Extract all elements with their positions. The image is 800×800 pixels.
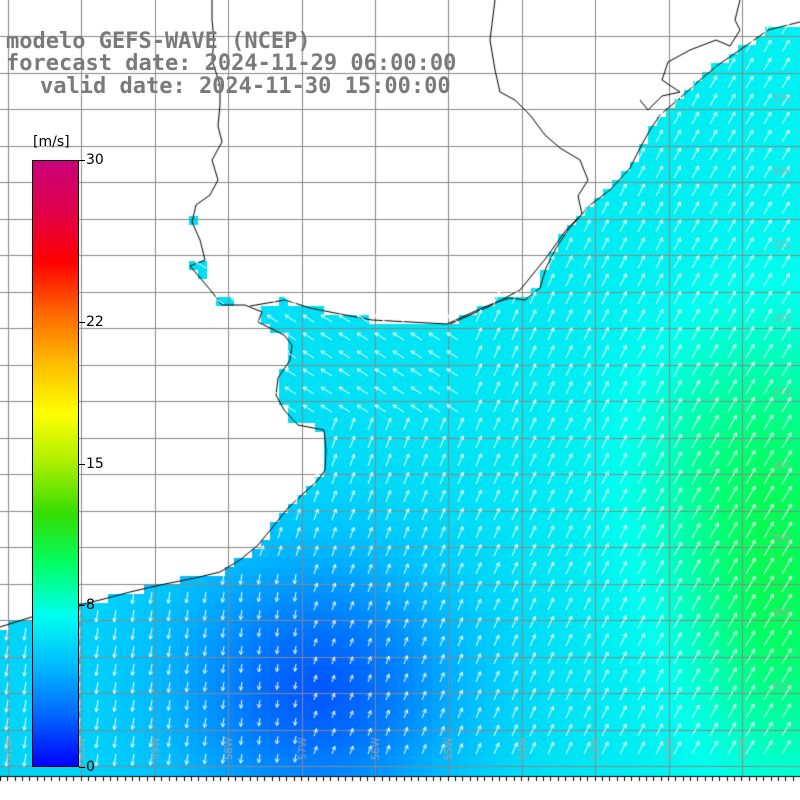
- colorbar-tick-label: 15: [86, 455, 104, 472]
- valid-date: valid date: 2024-11-30 15:00:00: [40, 74, 451, 99]
- colorbar-unit: [m/s]: [33, 134, 70, 150]
- colorbar-tick-label: 30: [86, 152, 104, 168]
- forecast-date: forecast date: 2024-11-29 06:00:00: [6, 51, 457, 76]
- colorbar-tick-label: 22: [86, 313, 104, 330]
- colorbar-tick-label: 0: [86, 759, 95, 775]
- colorbar-tick-label: 8: [86, 597, 95, 614]
- colorbar: [32, 160, 79, 767]
- colorbar-tick-mark: [79, 160, 85, 161]
- colorbar-tick-mark: [79, 605, 85, 607]
- colorbar-tick-mark: [79, 767, 85, 768]
- colorbar-tick-mark: [79, 321, 85, 323]
- colorbar-tick-mark: [79, 463, 85, 465]
- model-title: modelo GEFS-WAVE (NCEP): [6, 29, 311, 54]
